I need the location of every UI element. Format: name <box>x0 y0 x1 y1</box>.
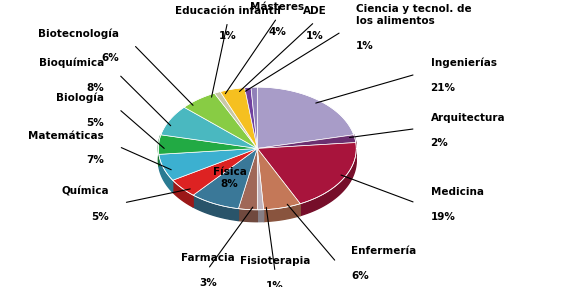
Polygon shape <box>238 148 257 210</box>
Text: Medicina: Medicina <box>430 187 483 197</box>
Text: Educación infantil: Educación infantil <box>174 6 281 16</box>
Text: Bioquímica: Bioquímica <box>38 58 104 68</box>
Polygon shape <box>214 92 257 148</box>
Text: ADE: ADE <box>303 6 327 16</box>
Polygon shape <box>220 88 257 148</box>
Text: 6%: 6% <box>351 271 369 281</box>
Polygon shape <box>173 180 193 207</box>
Text: 6%: 6% <box>101 53 119 63</box>
Polygon shape <box>257 87 354 148</box>
Text: Másteres: Másteres <box>250 2 304 12</box>
Polygon shape <box>193 148 257 209</box>
Polygon shape <box>158 135 257 154</box>
Text: 19%: 19% <box>430 212 455 222</box>
Polygon shape <box>245 87 257 148</box>
Text: 7%: 7% <box>86 155 104 165</box>
Text: 1%: 1% <box>266 281 284 287</box>
Text: Química: Química <box>61 187 109 197</box>
Text: 5%: 5% <box>86 118 104 128</box>
Text: 1%: 1% <box>219 31 236 41</box>
Text: Ingenierías: Ingenierías <box>430 58 497 68</box>
Polygon shape <box>159 154 173 192</box>
Polygon shape <box>173 148 257 195</box>
Text: 3%: 3% <box>199 278 217 287</box>
Polygon shape <box>257 135 356 148</box>
Text: 1%: 1% <box>356 40 374 51</box>
Text: Enfermería: Enfermería <box>351 246 417 256</box>
Text: Ciencia y tecnol. de
los alimentos: Ciencia y tecnol. de los alimentos <box>356 4 472 26</box>
Polygon shape <box>161 107 257 148</box>
Text: Matemáticas: Matemáticas <box>28 131 104 141</box>
Polygon shape <box>193 195 238 220</box>
Text: 5%: 5% <box>91 212 109 222</box>
Polygon shape <box>257 143 356 204</box>
Text: Arquitectura: Arquitectura <box>430 113 505 123</box>
Polygon shape <box>251 87 257 148</box>
Polygon shape <box>354 135 356 154</box>
Text: 21%: 21% <box>430 83 456 93</box>
Polygon shape <box>300 143 356 216</box>
Text: 1%: 1% <box>306 31 324 41</box>
Polygon shape <box>238 209 257 222</box>
Text: Biología: Biología <box>56 92 104 103</box>
Polygon shape <box>184 93 257 148</box>
Text: 2%: 2% <box>430 137 448 148</box>
Polygon shape <box>257 148 300 210</box>
Text: Farmacia: Farmacia <box>181 253 235 263</box>
Text: Física
8%: Física 8% <box>212 167 247 189</box>
Text: 4%: 4% <box>268 27 286 37</box>
Polygon shape <box>263 204 300 222</box>
Polygon shape <box>158 135 161 166</box>
Text: Biotecnología: Biotecnología <box>38 28 119 38</box>
Polygon shape <box>257 148 263 210</box>
Polygon shape <box>159 148 257 180</box>
Text: 8%: 8% <box>86 83 104 93</box>
Polygon shape <box>257 210 263 222</box>
Text: Fisioterapia: Fisioterapia <box>240 256 311 266</box>
